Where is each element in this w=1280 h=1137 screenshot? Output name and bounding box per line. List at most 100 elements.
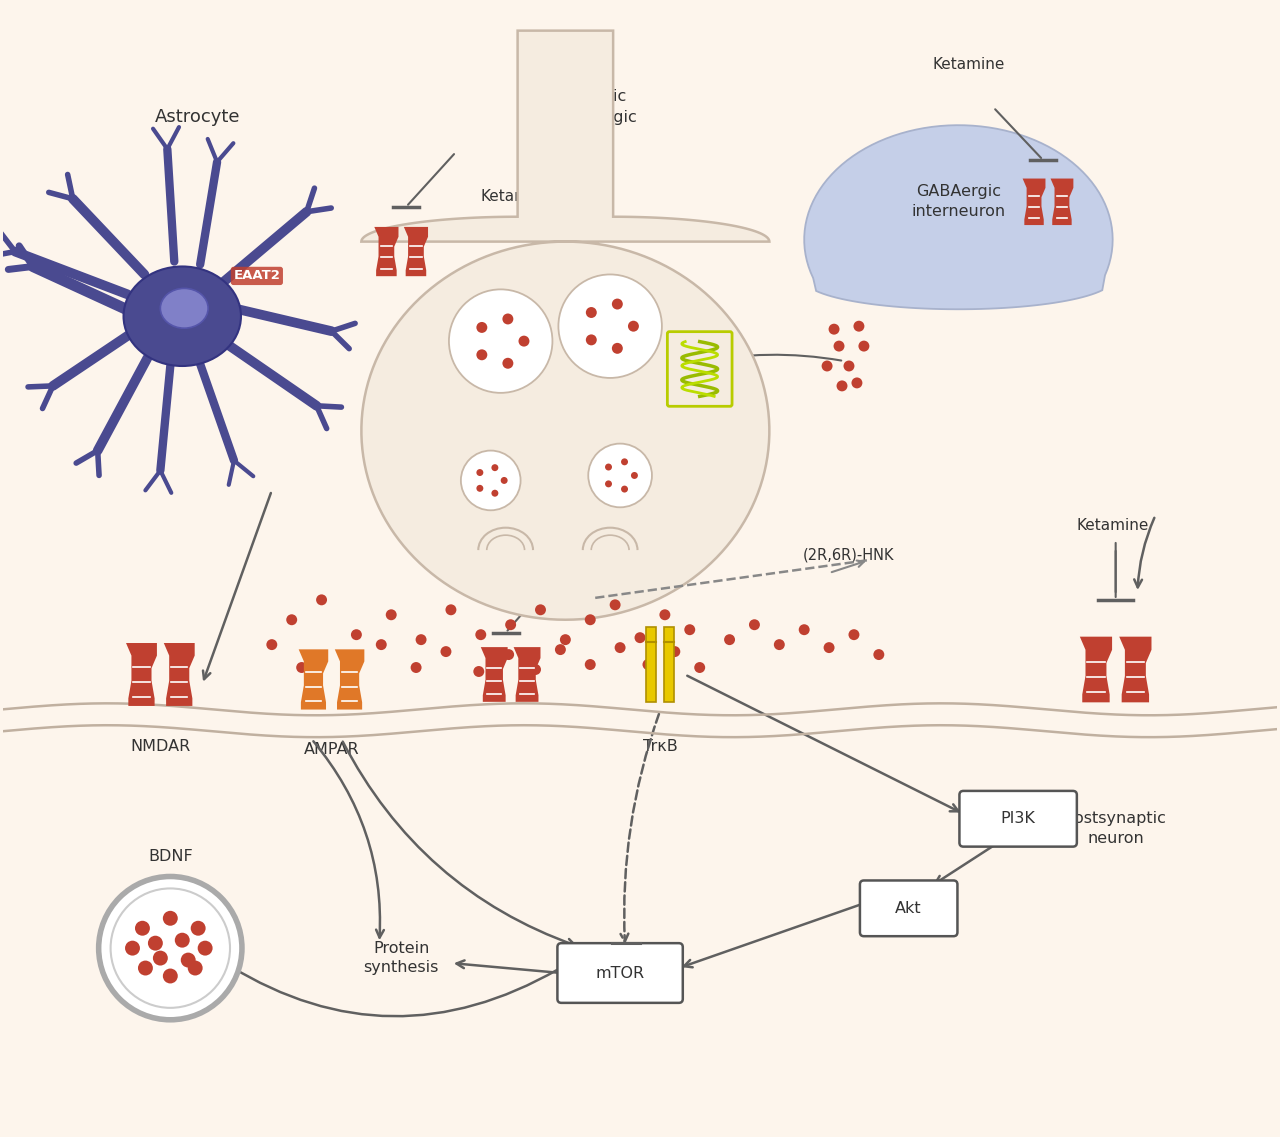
Circle shape: [586, 307, 596, 318]
Circle shape: [609, 599, 621, 611]
FancyBboxPatch shape: [557, 944, 682, 1003]
Circle shape: [694, 662, 705, 673]
Circle shape: [503, 358, 513, 368]
Circle shape: [474, 666, 484, 677]
Circle shape: [822, 360, 832, 372]
Circle shape: [586, 334, 596, 346]
Polygon shape: [3, 704, 1277, 1135]
Circle shape: [346, 654, 357, 665]
Polygon shape: [374, 227, 398, 276]
Bar: [664, 628, 673, 702]
Polygon shape: [298, 649, 328, 709]
Ellipse shape: [124, 266, 241, 366]
Text: Ketamine: Ketamine: [481, 190, 553, 205]
Text: mTOR: mTOR: [595, 965, 645, 980]
Circle shape: [99, 877, 242, 1020]
Circle shape: [643, 659, 653, 670]
Circle shape: [138, 961, 152, 976]
Text: Protein
synthesis: Protein synthesis: [364, 940, 439, 976]
Circle shape: [500, 476, 508, 484]
Circle shape: [659, 609, 671, 621]
Circle shape: [461, 450, 521, 511]
Circle shape: [296, 662, 307, 673]
Circle shape: [287, 614, 297, 625]
Polygon shape: [1023, 179, 1046, 225]
Circle shape: [316, 595, 326, 605]
Circle shape: [475, 629, 486, 640]
Polygon shape: [164, 644, 195, 706]
Circle shape: [621, 485, 628, 492]
Circle shape: [188, 961, 202, 976]
Circle shape: [175, 932, 189, 947]
Circle shape: [506, 620, 516, 630]
Circle shape: [476, 322, 488, 333]
Polygon shape: [1119, 637, 1152, 703]
Circle shape: [556, 645, 566, 655]
Circle shape: [191, 921, 206, 936]
Circle shape: [351, 629, 362, 640]
Circle shape: [854, 321, 864, 332]
Circle shape: [685, 624, 695, 636]
Circle shape: [859, 341, 869, 351]
Text: Postsynaptic
neuron: Postsynaptic neuron: [1065, 812, 1166, 846]
Text: Ketamine: Ketamine: [932, 57, 1005, 72]
FancyBboxPatch shape: [860, 880, 957, 936]
Circle shape: [724, 634, 735, 645]
Circle shape: [799, 624, 810, 636]
Circle shape: [635, 632, 645, 644]
Text: Akt: Akt: [896, 901, 922, 915]
Circle shape: [823, 642, 835, 653]
Circle shape: [492, 490, 498, 497]
Circle shape: [558, 274, 662, 377]
Polygon shape: [361, 31, 769, 620]
Circle shape: [535, 605, 547, 615]
Circle shape: [605, 464, 612, 471]
Circle shape: [585, 614, 595, 625]
Circle shape: [110, 888, 230, 1007]
Circle shape: [589, 443, 652, 507]
Circle shape: [828, 324, 840, 334]
Circle shape: [476, 484, 484, 492]
Circle shape: [605, 481, 612, 488]
Text: GABAergic
interneuron: GABAergic interneuron: [911, 184, 1006, 219]
Text: Ketamine: Ketamine: [1076, 517, 1149, 533]
Circle shape: [385, 609, 397, 621]
Circle shape: [416, 634, 426, 645]
Circle shape: [148, 936, 163, 951]
Text: TrκB: TrκB: [643, 739, 677, 754]
Circle shape: [559, 634, 571, 645]
Circle shape: [849, 629, 859, 640]
Circle shape: [774, 639, 785, 650]
Text: AMPAR: AMPAR: [303, 741, 360, 756]
Circle shape: [134, 921, 150, 936]
Polygon shape: [804, 125, 1112, 309]
Circle shape: [440, 646, 452, 657]
FancyBboxPatch shape: [960, 791, 1076, 847]
Circle shape: [197, 940, 212, 955]
Circle shape: [585, 659, 595, 670]
Circle shape: [621, 458, 628, 465]
Circle shape: [844, 360, 855, 372]
Circle shape: [518, 335, 530, 347]
Circle shape: [530, 664, 541, 675]
FancyBboxPatch shape: [667, 332, 732, 406]
Text: Ketamine: Ketamine: [566, 563, 637, 578]
Polygon shape: [404, 227, 428, 276]
Circle shape: [492, 464, 498, 471]
Circle shape: [851, 377, 863, 389]
Text: (2R,6R)-HNK: (2R,6R)-HNK: [804, 548, 895, 563]
Circle shape: [612, 299, 623, 309]
Ellipse shape: [160, 289, 209, 329]
Circle shape: [612, 343, 623, 354]
Polygon shape: [335, 649, 365, 709]
Circle shape: [476, 470, 484, 476]
Circle shape: [837, 381, 847, 391]
Circle shape: [614, 642, 626, 653]
Circle shape: [503, 314, 513, 324]
Text: PI3K: PI3K: [1001, 812, 1036, 827]
Circle shape: [125, 940, 140, 955]
Circle shape: [152, 951, 168, 965]
Polygon shape: [481, 647, 508, 702]
Text: NMDAR: NMDAR: [131, 739, 191, 754]
Polygon shape: [1080, 637, 1112, 703]
